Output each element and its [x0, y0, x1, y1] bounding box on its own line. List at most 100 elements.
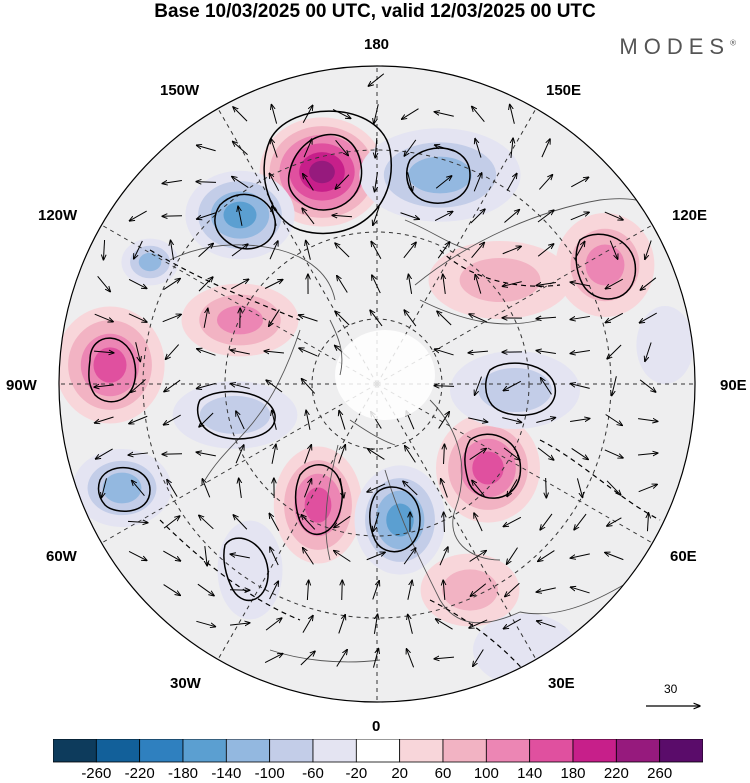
wind-vector: [605, 414, 623, 426]
colorbar-swatch: [615, 739, 661, 763]
wind-vector: [474, 513, 483, 532]
wind-vector: [198, 243, 214, 258]
meridian-line: [101, 383, 378, 544]
wind-vector: [232, 176, 249, 188]
wind-vector: [94, 385, 114, 387]
anomaly-negative-hudson-level: [199, 395, 271, 435]
coast-alaska: [169, 244, 336, 301]
anomaly-negative-central-asia-level: [636, 306, 694, 384]
colorbar-tick-label: -20: [345, 765, 368, 782]
wind-vector: [335, 311, 350, 326]
wind-vector: [472, 480, 485, 497]
wind-vector: [342, 580, 343, 601]
wind-vector: [162, 181, 182, 184]
wind-vector: [612, 376, 617, 395]
wind-vector: [503, 516, 522, 526]
wind-vector: [372, 648, 378, 668]
contour-bering-high: [287, 133, 363, 211]
wind-vector: [538, 550, 555, 562]
wind-vector: [235, 445, 244, 464]
wind-vector: [272, 410, 277, 430]
anomaly-negative-mediterranean-level: [217, 520, 283, 620]
wind-vector: [472, 106, 485, 123]
wind-vector: [264, 280, 283, 289]
colorbar-swatch: [442, 739, 487, 763]
contour-atlantic-low: [97, 466, 151, 512]
wind-vector: [434, 211, 453, 222]
wind-vector: [196, 182, 217, 183]
wind-vector: [502, 246, 522, 255]
wind-vector: [306, 240, 311, 260]
wind-vector: [637, 453, 658, 455]
wind-vector: [233, 107, 248, 122]
wind-vector: [373, 206, 380, 226]
wind-vector: [270, 547, 279, 566]
wind-vector: [163, 516, 180, 529]
wind-vector: [574, 241, 585, 259]
wind-vector: [271, 444, 276, 464]
wind-vector: [236, 411, 245, 430]
contour-russia-high: [464, 433, 522, 499]
lon-label-30w: 30W: [170, 675, 201, 692]
coast-taymyr: [419, 299, 541, 325]
wind-vector: [538, 175, 552, 190]
wind-vector: [541, 139, 550, 158]
wind-vector: [474, 376, 482, 396]
wind-vector: [604, 449, 623, 458]
wind-vector: [571, 177, 588, 188]
wind-vector: [438, 412, 450, 429]
wind-vector: [231, 244, 248, 257]
wind-vector: [197, 583, 214, 596]
wind-vector: [332, 215, 353, 216]
meridian-line: [376, 224, 653, 385]
colorbar-tick-label: -60: [302, 765, 324, 782]
colorbar-swatch: [269, 739, 314, 763]
wind-vector: [196, 620, 215, 626]
wind-vector: [434, 386, 455, 387]
wind-vector: [198, 277, 213, 292]
wind-vector: [507, 479, 518, 496]
wind-vector: [302, 208, 315, 225]
wind-vector: [372, 581, 379, 600]
colorbar-swatch: [225, 739, 271, 763]
wind-vector: [605, 312, 624, 322]
contour-bering-high-outer: [263, 110, 392, 235]
registered-mark: ®: [730, 38, 736, 48]
lon-label-90w: 90W: [6, 377, 37, 394]
map-disc: [59, 66, 695, 702]
wind-vector: [129, 210, 147, 221]
contour-europe-low: [369, 486, 421, 553]
wind-vector: [373, 614, 377, 634]
wind-vector: [506, 547, 518, 565]
anomaly-negative-europe-north-level: [386, 503, 414, 537]
wind-vector: [570, 384, 590, 389]
wind-vector: [128, 453, 148, 455]
wind-vector: [95, 448, 113, 459]
anomaly-positive-east-asia: [555, 213, 655, 317]
wind-vector: [536, 350, 556, 353]
contour-siberia-low: [485, 362, 556, 416]
wind-vector: [444, 512, 445, 533]
wind-vector: [230, 623, 250, 625]
lon-label-60e: 60E: [670, 548, 697, 565]
wind-vector: [443, 274, 446, 294]
wind-vector: [444, 444, 445, 465]
wind-vector: [163, 550, 180, 561]
colorbar-swatch: [95, 739, 141, 763]
wind-vector: [503, 447, 520, 460]
wind-vector: [605, 552, 624, 561]
meridian-line: [376, 108, 537, 385]
wind-vector: [537, 244, 554, 257]
wind-vector: [645, 240, 652, 260]
wind-vector: [302, 615, 313, 633]
anomaly-negative-europe-north: [354, 465, 446, 575]
wind-vector: [271, 104, 278, 124]
anomaly-positive-atlantic: [273, 446, 363, 564]
wind-vector: [435, 176, 452, 189]
colorbar-swatch: [572, 739, 617, 763]
wind-vector: [372, 275, 381, 294]
colorbar-swatch: [659, 739, 703, 763]
wind-vector: [408, 274, 413, 294]
wind-vector: [339, 478, 344, 498]
wind-vector: [335, 140, 349, 155]
